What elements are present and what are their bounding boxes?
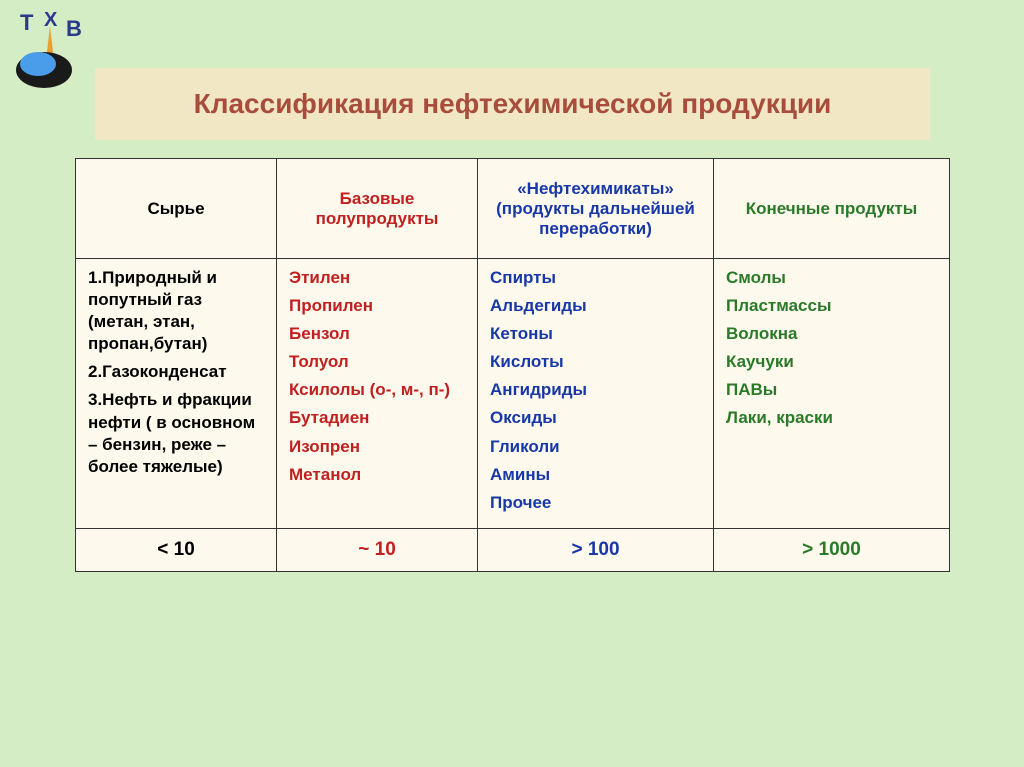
petro-item: Кетоны	[490, 323, 701, 345]
cell-base-products: Этилен Пропилен Бензол Толуол Ксилолы (о…	[277, 259, 478, 529]
base-item: Этилен	[289, 267, 465, 289]
logo-v-icon: В	[66, 16, 82, 41]
final-item: ПАВы	[726, 379, 937, 401]
table-header-row: Сырье Базовые полупродукты «Нефтехимикат…	[76, 159, 950, 259]
petro-item: Кислоты	[490, 351, 701, 373]
petro-item: Ангидриды	[490, 379, 701, 401]
base-item: Пропилен	[289, 295, 465, 317]
petro-item: Прочее	[490, 492, 701, 514]
petro-item: Амины	[490, 464, 701, 486]
header-final-products: Конечные продукты	[714, 159, 950, 259]
final-item: Каучуки	[726, 351, 937, 373]
title-bar: Классификация нефтехимической продукции	[95, 68, 930, 140]
cell-raw-materials: 1.Природный и попутный газ (метан, этан,…	[76, 259, 277, 529]
raw-item: 1.Природный и попутный газ (метан, этан,…	[88, 267, 264, 355]
raw-item: 2.Газоконденсат	[88, 361, 264, 383]
logo-x-icon: Х	[44, 9, 58, 31]
cell-final-products: Смолы Пластмассы Волокна Каучуки ПАВы Ла…	[714, 259, 950, 529]
drop-blue-icon	[20, 52, 56, 76]
base-item: Метанол	[289, 464, 465, 486]
petro-item: Оксиды	[490, 407, 701, 429]
logo-t-icon: Т	[20, 10, 34, 35]
count-raw: < 10	[76, 528, 277, 571]
count-petro: > 100	[478, 528, 714, 571]
count-final: > 1000	[714, 528, 950, 571]
header-petrochemicals: «Нефтехимикаты» (продукты дальнейшей пер…	[478, 159, 714, 259]
final-item: Смолы	[726, 267, 937, 289]
base-item: Бутадиен	[289, 407, 465, 429]
petro-item: Гликоли	[490, 436, 701, 458]
final-item: Пластмассы	[726, 295, 937, 317]
page-title: Классификация нефтехимической продукции	[194, 88, 832, 120]
final-item: Волокна	[726, 323, 937, 345]
count-base: ~ 10	[277, 528, 478, 571]
table-body-row: 1.Природный и попутный газ (метан, этан,…	[76, 259, 950, 529]
final-item: Лаки, краски	[726, 407, 937, 429]
petro-item: Альдегиды	[490, 295, 701, 317]
cell-petrochemicals: Спирты Альдегиды Кетоны Кислоты Ангидрид…	[478, 259, 714, 529]
header-base-products: Базовые полупродукты	[277, 159, 478, 259]
base-item: Бензол	[289, 323, 465, 345]
logo: Т Х В	[8, 8, 98, 93]
table-count-row: < 10 ~ 10 > 100 > 1000	[76, 528, 950, 571]
classification-table-wrap: Сырье Базовые полупродукты «Нефтехимикат…	[75, 158, 950, 572]
classification-table: Сырье Базовые полупродукты «Нефтехимикат…	[75, 158, 950, 572]
petro-item: Спирты	[490, 267, 701, 289]
raw-item: 3.Нефть и фракции нефти ( в основном – б…	[88, 389, 264, 477]
base-item: Изопрен	[289, 436, 465, 458]
base-item: Ксилолы (о-, м-, п-)	[289, 379, 465, 401]
header-raw-materials: Сырье	[76, 159, 277, 259]
base-item: Толуол	[289, 351, 465, 373]
